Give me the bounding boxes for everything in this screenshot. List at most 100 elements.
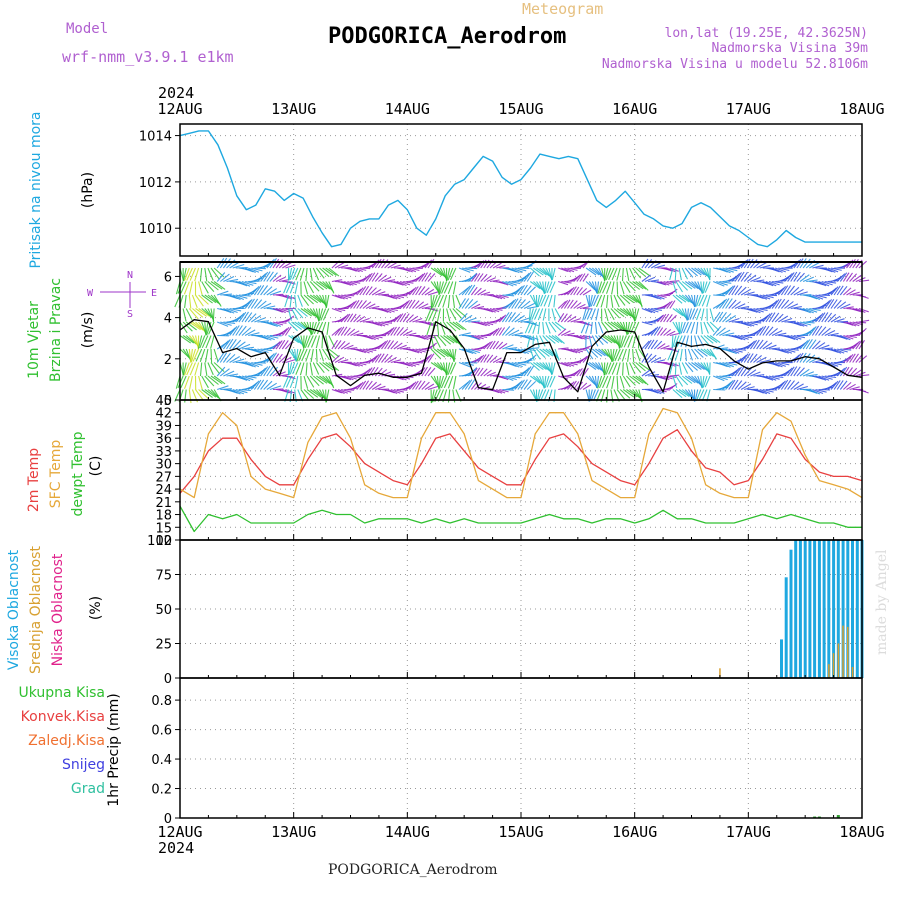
wind-barb (492, 340, 500, 350)
wind-barb (629, 389, 640, 399)
wind-barb (486, 277, 496, 283)
wind-barb (306, 281, 315, 294)
wind-barb (734, 380, 743, 390)
wind-barb (701, 294, 708, 307)
wind-barb (694, 348, 704, 358)
wind-barb (344, 280, 354, 286)
wind-barb (827, 267, 839, 273)
wind-barb (576, 348, 587, 351)
wind-barb (309, 375, 320, 387)
wind-barb (772, 375, 784, 379)
wind-barb (310, 348, 314, 363)
wind-barb (660, 375, 670, 381)
wind-barb (806, 294, 818, 300)
wind-barb (207, 362, 214, 376)
wind-barb (486, 354, 494, 363)
wind-barb (675, 281, 683, 293)
precip-axis-title: 1hr Precip (mm) (106, 693, 122, 806)
wind-barb (753, 339, 760, 350)
wind-barb (731, 367, 740, 377)
wind-barb (282, 388, 293, 395)
wind-barb (449, 362, 457, 375)
wind-barb (275, 307, 286, 314)
wind-barb (725, 315, 736, 323)
wind-barb (316, 375, 328, 384)
wind-barb (495, 341, 504, 350)
wind-barb (517, 379, 525, 390)
wind-barb (501, 312, 510, 323)
wind-barb (275, 340, 283, 350)
wind-barb (842, 272, 850, 282)
wind-barb (537, 308, 544, 321)
compass-n: N (127, 270, 133, 281)
wind-barb (514, 315, 525, 323)
wind-barb (279, 307, 290, 313)
wind-barb (765, 312, 773, 323)
wind-barb (678, 321, 681, 335)
wind-barb (288, 362, 293, 375)
wind-barb (695, 294, 702, 307)
wind-barb (687, 308, 693, 321)
wind-barb (543, 294, 550, 307)
cloud-mid-axis-title: Srednja Oblacnost (28, 546, 44, 674)
wind-barb (248, 332, 260, 337)
wind-barb (201, 375, 209, 389)
wind-barb (725, 298, 733, 309)
y-tick-label: 4 (164, 312, 172, 327)
wind-barb (514, 348, 526, 354)
wind-barb (641, 369, 652, 377)
wind-barb (455, 321, 467, 331)
wind-barb (625, 267, 630, 282)
wind-barb (554, 321, 566, 330)
wind-barb (279, 279, 290, 283)
wind-barb (594, 321, 598, 335)
wind-barb (821, 280, 833, 286)
wind-barb (728, 299, 737, 309)
wind-barb (402, 330, 413, 336)
wind-barb (396, 313, 404, 323)
wind-barb (297, 321, 309, 331)
wind-barb (712, 325, 722, 336)
wind-barb (260, 348, 273, 352)
wind-barb (765, 326, 774, 336)
wind-barb (849, 321, 860, 327)
wind-barb (561, 280, 572, 284)
wind-barb (201, 389, 213, 398)
wind-barb (201, 294, 213, 304)
wind-barb (839, 285, 848, 296)
wind-barb (771, 361, 783, 368)
wind-barb (663, 267, 673, 272)
wind-barb (430, 362, 443, 371)
wind-barb (449, 267, 457, 281)
y-tick-label: 24 (155, 483, 172, 498)
wind-barb (675, 389, 687, 398)
wind-barb (790, 286, 800, 296)
wind-barb (465, 267, 478, 270)
wind-barb (514, 285, 523, 296)
wind-barb (627, 348, 631, 362)
wind-barb (285, 359, 296, 364)
wind-barb (818, 280, 830, 287)
wind-barb (418, 272, 426, 282)
wind-barb (701, 375, 705, 389)
wind-barb (412, 380, 419, 390)
wind-barb (186, 267, 193, 281)
wind-barb (188, 321, 201, 331)
wind-barb (526, 354, 537, 363)
wind-barb (647, 354, 657, 363)
wind-barb (257, 320, 270, 323)
wind-barb (467, 284, 476, 296)
wind-barb (489, 355, 498, 363)
wind-barb (663, 313, 670, 323)
wind-barb (371, 272, 379, 282)
wind-barb (701, 389, 708, 402)
wind-barb (296, 348, 302, 362)
wind-barb (216, 366, 226, 377)
wind-barb (790, 271, 798, 282)
y-tick-label: 45 (155, 394, 172, 409)
wind-barb (576, 287, 583, 296)
wind-barb (663, 280, 673, 285)
wind-barb (486, 371, 496, 377)
time-label-bottom: 18AUG (839, 823, 884, 841)
wind-barb (777, 286, 787, 296)
